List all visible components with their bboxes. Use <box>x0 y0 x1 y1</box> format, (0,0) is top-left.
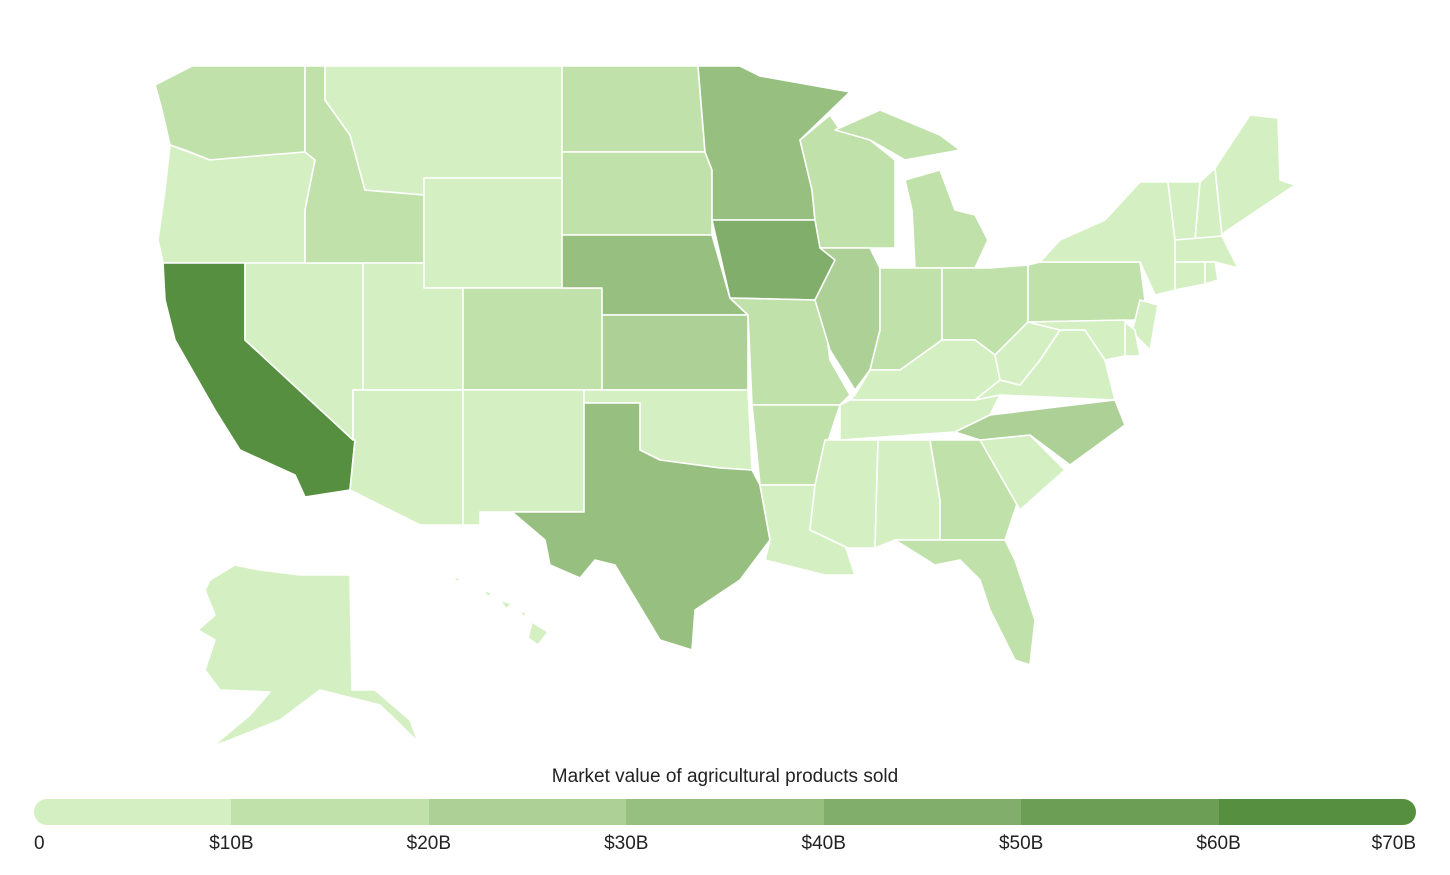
state-shape <box>814 247 881 391</box>
state-nj <box>1131 299 1159 351</box>
state-ak <box>197 564 419 747</box>
state-shape <box>511 402 771 651</box>
state-shape <box>1174 261 1206 291</box>
state-fl <box>894 539 1036 666</box>
state-wy <box>423 177 563 289</box>
legend-swatch-6 <box>1218 799 1416 825</box>
state-me <box>1214 114 1296 237</box>
legend-title: Market value of agricultural products so… <box>551 766 899 787</box>
state-shape <box>601 314 749 391</box>
legend-tick-label: $20B <box>406 833 452 854</box>
state-shape <box>499 599 513 610</box>
state-shape <box>561 65 706 153</box>
legend-tick-label: $70B <box>1371 833 1416 854</box>
state-shape <box>1174 235 1239 269</box>
legend-tick-label: $60B <box>1196 833 1241 854</box>
state-mt <box>324 65 563 196</box>
state-shape <box>462 287 603 391</box>
state-shape <box>519 611 527 619</box>
state-shape <box>799 114 896 249</box>
state-hi <box>451 576 549 646</box>
state-wi <box>799 114 896 249</box>
legend-tick-label: $10B <box>209 833 254 854</box>
legend-swatch-3 <box>626 799 824 825</box>
legend-swatch-0 <box>34 799 232 825</box>
state-shape <box>451 576 461 583</box>
state-shape <box>561 151 713 236</box>
legend-tick-label: 0 <box>34 833 45 854</box>
state-nd <box>561 65 706 153</box>
state-ri <box>1204 261 1219 285</box>
legend-swatch-1 <box>231 799 429 825</box>
state-al <box>874 439 941 549</box>
us-choropleth-map <box>154 65 1296 747</box>
state-nm <box>462 389 585 526</box>
legend-tick-label: $40B <box>801 833 846 854</box>
state-shape <box>154 65 306 161</box>
state-shape <box>894 539 1036 666</box>
state-mi <box>834 109 989 269</box>
legend-swatch-5 <box>1021 799 1219 825</box>
state-ma <box>1174 235 1239 269</box>
state-shape <box>1027 261 1146 323</box>
state-shape <box>197 564 419 747</box>
state-shape <box>904 169 989 269</box>
legend-tick-label: $30B <box>604 833 649 854</box>
state-or <box>157 144 316 264</box>
state-shape <box>1027 319 1126 361</box>
state-ct <box>1174 261 1206 291</box>
state-shape <box>462 389 585 526</box>
state-shape <box>874 439 941 549</box>
state-shape <box>324 65 563 196</box>
legend-swatch-2 <box>428 799 627 825</box>
state-nc <box>954 399 1126 466</box>
state-shape <box>482 589 493 598</box>
state-shape <box>1204 261 1219 285</box>
state-az <box>349 389 464 526</box>
state-shape <box>1214 114 1296 237</box>
legend-color-scale <box>34 799 1416 825</box>
state-shape <box>954 399 1126 466</box>
state-il <box>814 247 881 391</box>
state-shape <box>349 389 464 526</box>
legend-tick-label: $50B <box>998 833 1044 854</box>
state-co <box>462 287 603 391</box>
state-tx <box>511 402 771 651</box>
state-ks <box>601 314 749 391</box>
legend-swatch-4 <box>823 799 1022 825</box>
state-shape <box>834 109 961 161</box>
state-sd <box>561 151 713 236</box>
state-pa <box>1027 261 1146 323</box>
state-shape <box>423 177 563 289</box>
state-wa <box>154 65 306 161</box>
state-shape <box>1131 299 1159 351</box>
state-shape <box>157 144 316 264</box>
state-shape <box>527 621 549 646</box>
state-md <box>1027 319 1126 361</box>
